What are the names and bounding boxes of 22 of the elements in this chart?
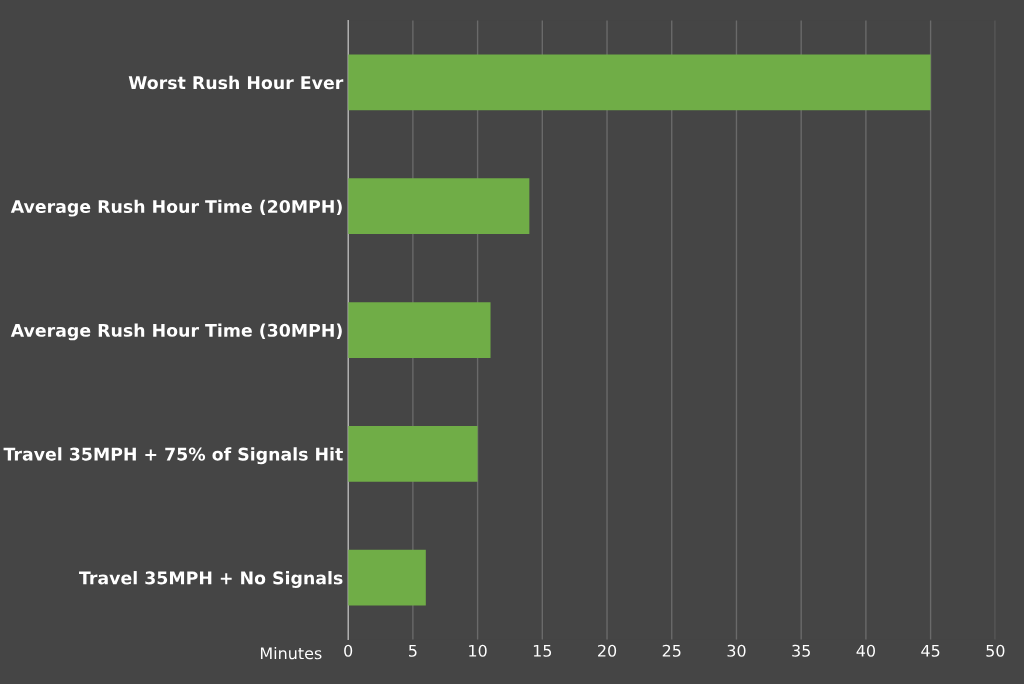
x-tick-label: 40 xyxy=(856,644,875,657)
x-tick-label: 30 xyxy=(727,644,746,657)
x-tick-label: 35 xyxy=(792,644,810,657)
y-tick-label: Average Rush Hour Time (20MPH) xyxy=(10,199,342,217)
bar xyxy=(348,425,478,482)
y-tick-label: Travel 35MPH + No Signals xyxy=(79,571,343,588)
x-axis-title: Minutes xyxy=(260,646,322,660)
y-tick-label: Average Rush Hour Time (30MPH) xyxy=(10,323,342,341)
bar xyxy=(348,549,426,606)
x-tick-label: 45 xyxy=(921,644,940,657)
x-tick-label: 50 xyxy=(986,644,1005,657)
y-tick-label: Worst Rush Hour Ever xyxy=(128,75,344,90)
bar xyxy=(348,178,530,235)
x-tick-label: 20 xyxy=(598,644,617,657)
x-tick-label: 5 xyxy=(409,644,417,657)
x-tick-label: 25 xyxy=(662,644,681,657)
x-tick-label: 0 xyxy=(344,644,353,657)
bar xyxy=(348,302,491,358)
y-tick-label: Travel 35MPH + 75% of Signals Hit xyxy=(3,447,343,465)
x-tick-label: 15 xyxy=(533,644,552,657)
bar xyxy=(348,54,931,111)
x-tick-label: 10 xyxy=(469,644,487,657)
